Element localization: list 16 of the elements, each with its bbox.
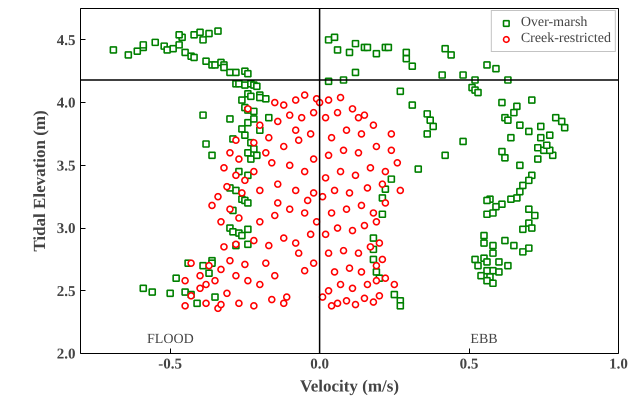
y-tick-label: 2.5 xyxy=(56,284,76,300)
y-tick-label: 3.5 xyxy=(56,158,76,174)
x-tick-label: 0.0 xyxy=(310,356,329,372)
annotation: EBB xyxy=(470,332,498,348)
x-tick-label: 1.0 xyxy=(609,356,628,372)
x-tick-label: 0.5 xyxy=(460,356,478,372)
y-tick-label: 4.0 xyxy=(56,96,76,112)
legend-label: Creek-restricted xyxy=(520,31,611,47)
legend-label: Over-marsh xyxy=(520,15,588,31)
x-axis-title: Velocity (m/s) xyxy=(300,376,400,396)
x-tick-label: -0.5 xyxy=(158,356,182,372)
y-tick-label: 4.5 xyxy=(56,32,76,49)
y-tick-label: 2.0 xyxy=(56,346,76,362)
y-axis-title: Tidal Elevation (m) xyxy=(30,110,49,252)
annotation: FLOOD xyxy=(147,332,194,348)
y-tick-label: 3.0 xyxy=(56,221,76,238)
